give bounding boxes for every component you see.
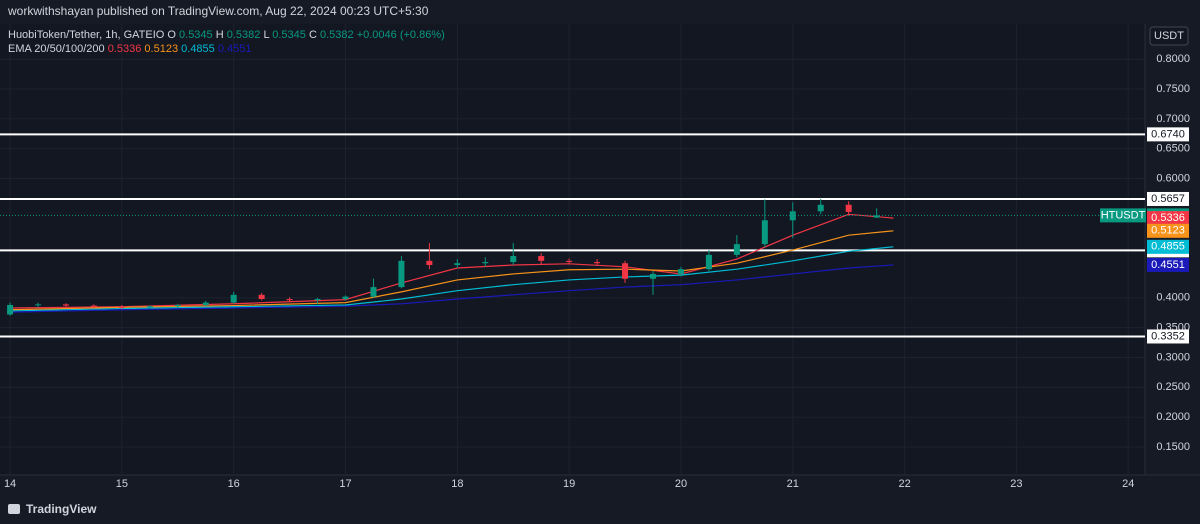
footer-brand: TradingView [26, 502, 97, 516]
ema-price-box [1147, 257, 1189, 272]
candle-body [845, 204, 852, 212]
candle-body [733, 244, 740, 255]
candle-body [622, 263, 629, 279]
ticker-label: HTUSDT [1101, 209, 1146, 221]
ema-value: 0.4551 [218, 43, 252, 55]
candle-body [146, 306, 153, 308]
level-label-box [1147, 127, 1189, 142]
candle-body [650, 273, 657, 279]
y-tick-label: 0.6500 [1156, 143, 1190, 155]
y-tick-label: 0.8000 [1156, 53, 1190, 65]
currency-button[interactable] [1149, 26, 1189, 46]
candle-body [426, 260, 433, 266]
level-label-box [1147, 329, 1189, 344]
level-label: 0.5657 [1151, 193, 1185, 205]
candle-body [230, 294, 237, 303]
x-tick-label: 24 [1122, 478, 1134, 490]
x-tick-label: 19 [563, 478, 575, 490]
level-label: 0.6740 [1151, 128, 1185, 140]
ohlc-value: 0.5345 [272, 29, 306, 41]
candle-body [482, 262, 489, 264]
y-tick-label: 0.6000 [1156, 172, 1190, 184]
candle-body [202, 302, 209, 305]
candle-body [594, 262, 601, 264]
y-tick-label: 0.7000 [1156, 113, 1190, 125]
ohlc-key: L [263, 29, 269, 41]
candle-body [118, 306, 125, 308]
candle-body [817, 204, 824, 212]
candle-body [873, 215, 880, 218]
symbol-legend: HuobiToken/Tether, 1h, GATEIO O 0.5345 H… [8, 29, 445, 41]
candle-body [370, 287, 377, 297]
candle-body [314, 299, 321, 301]
x-tick-label: 23 [1010, 478, 1022, 490]
currency-label: USDT [1154, 30, 1184, 42]
ema-price-label: 0.4551 [1151, 259, 1185, 271]
y-tick-label: 0.1500 [1156, 441, 1190, 453]
x-tick-label: 21 [787, 478, 799, 490]
candle-body [258, 294, 265, 300]
level-label-box [1147, 191, 1189, 206]
level-label: 0.3352 [1151, 330, 1185, 342]
x-tick-label: 14 [4, 478, 16, 490]
ema-price-label: 0.5123 [1151, 225, 1185, 237]
candle-body [62, 304, 69, 306]
ema-price-label: 0.5336 [1151, 212, 1185, 224]
x-tick-label: 16 [228, 478, 240, 490]
change: +0.0046 (+0.86%) [357, 29, 445, 41]
candle-body [286, 299, 293, 301]
ohlc-value: 0.5382 [227, 29, 261, 41]
candle-body [35, 304, 42, 306]
x-tick-label: 20 [675, 478, 687, 490]
ema-price-label: 0.4855 [1151, 241, 1185, 253]
ema-price-box [1147, 211, 1189, 226]
y-tick-label: 0.2000 [1156, 411, 1190, 423]
x-tick-label: 15 [116, 478, 128, 490]
footer-logo [8, 504, 20, 514]
ema-line [10, 264, 894, 313]
ema-price-box [1147, 239, 1189, 254]
candle-body [454, 263, 461, 266]
y-tick-label: 0.2500 [1156, 381, 1190, 393]
ohlc-key: O [167, 29, 176, 41]
ema-value: 0.5336 [108, 43, 142, 55]
ohlc-value: 0.5345 [179, 29, 213, 41]
candle-body [174, 304, 181, 307]
ohlc-value: 0.5382 [320, 29, 354, 41]
candle-body [705, 254, 712, 270]
candle-body [538, 256, 545, 261]
ohlc-key: C [309, 29, 317, 41]
candle-body [90, 305, 97, 307]
candle-body [7, 304, 14, 315]
candle-body [398, 260, 405, 288]
ema-label: EMA 20/50/100/200 [8, 43, 105, 55]
candle-body [566, 260, 573, 263]
ticker-box [1100, 208, 1146, 223]
published-line: workwithshayan published on TradingView.… [7, 4, 429, 18]
candle-body [677, 269, 684, 274]
ema-price-box [1147, 223, 1189, 238]
ema-value: 0.4855 [181, 43, 215, 55]
candle-body [510, 256, 517, 263]
x-tick-label: 17 [339, 478, 351, 490]
candle-body [342, 296, 349, 300]
ema-value: 0.5123 [144, 43, 178, 55]
candle-body [761, 220, 768, 245]
x-tick-label: 18 [451, 478, 463, 490]
y-tick-label: 0.7500 [1156, 83, 1190, 95]
ema-line [10, 230, 894, 311]
x-tick-label: 22 [898, 478, 910, 490]
y-tick-label: 0.4000 [1156, 292, 1190, 304]
ema-line [10, 246, 894, 312]
ohlc-key: H [216, 29, 224, 41]
y-tick-label: 0.3000 [1156, 351, 1190, 363]
ema-legend: EMA 20/50/100/200 0.5336 0.5123 0.4855 0… [8, 43, 252, 55]
symbol: HuobiToken/Tether, 1h, GATEIO [8, 29, 165, 41]
